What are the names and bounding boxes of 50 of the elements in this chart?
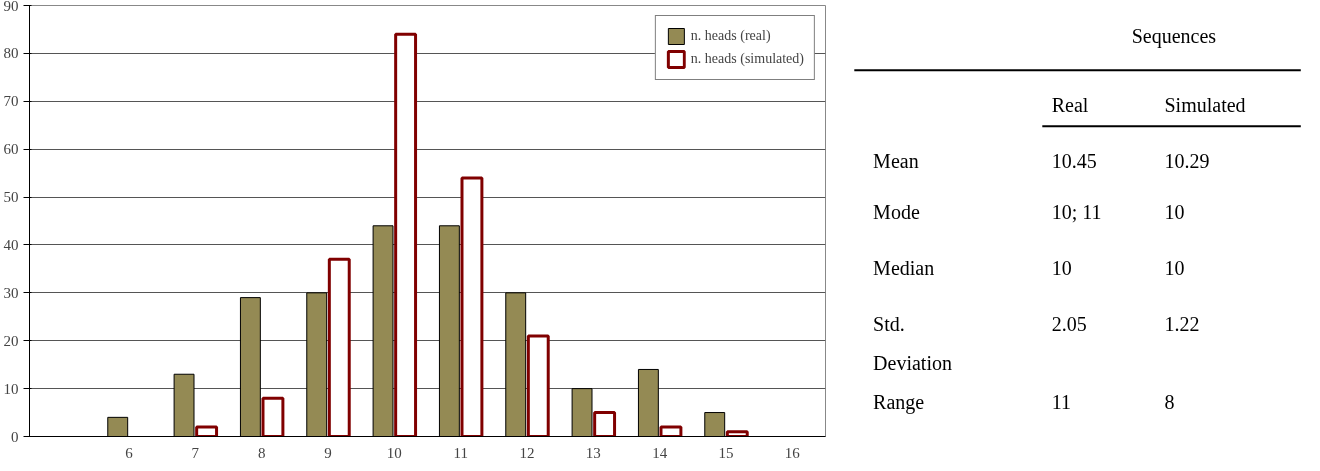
category-label: Std. Deviation	[873, 313, 952, 375]
x-tick-label: 13	[585, 444, 601, 461]
y-tick-label: 40	[3, 236, 19, 253]
y-tick-label: 50	[3, 189, 19, 206]
category-label: Median	[873, 257, 935, 280]
x-tick-label: 9	[324, 444, 332, 461]
bar	[195, 425, 219, 437]
bar	[659, 425, 683, 437]
text: 10.29	[1164, 149, 1210, 172]
bar	[460, 176, 484, 437]
text: 2.05	[1051, 313, 1087, 336]
text: 11	[1051, 391, 1071, 414]
category-label: Range	[873, 391, 925, 414]
legend-label: n. heads (simulated)	[690, 51, 804, 67]
y-tick-label: 90	[3, 0, 19, 14]
bar	[526, 334, 550, 437]
category-label: 10	[1164, 257, 1185, 280]
y-tick-label: 60	[3, 141, 19, 158]
bar	[327, 257, 351, 437]
text: Sequences	[1131, 24, 1217, 48]
text: 8	[1164, 391, 1175, 414]
text: 10.45	[1051, 149, 1097, 172]
x-tick-label: 14	[652, 444, 668, 461]
x-tick-label: 10	[386, 444, 402, 461]
y-tick-label: 20	[3, 332, 19, 349]
text: 10	[1051, 257, 1072, 280]
category-label: Real	[1051, 93, 1089, 116]
x-tick-label: 16	[784, 444, 801, 461]
bar	[725, 430, 749, 437]
bar	[593, 411, 617, 437]
x-tick-label: 7	[191, 444, 200, 461]
y-tick-label: 80	[3, 45, 19, 62]
x-tick-label: 12	[519, 444, 535, 461]
y-tick-label: 10	[3, 380, 19, 397]
y-tick-label: 30	[3, 284, 19, 301]
text: 10	[1164, 201, 1185, 224]
x-tick-label: 6	[125, 444, 134, 461]
bar	[394, 32, 418, 437]
x-tick-label: 11	[453, 444, 468, 461]
category-label: Mode	[873, 201, 920, 224]
x-tick-label: 8	[257, 444, 266, 461]
y-tick-label: 70	[3, 93, 19, 110]
text: 10; 11	[1051, 201, 1102, 224]
category-label: Simulated	[1164, 93, 1246, 116]
bar	[261, 396, 285, 437]
category-label: Mean	[873, 149, 919, 172]
text: 1.22	[1164, 313, 1200, 336]
x-tick-label: 15	[718, 444, 734, 461]
y-tick-label: 0	[11, 428, 19, 445]
legend-label: n. heads (real)	[690, 28, 771, 44]
